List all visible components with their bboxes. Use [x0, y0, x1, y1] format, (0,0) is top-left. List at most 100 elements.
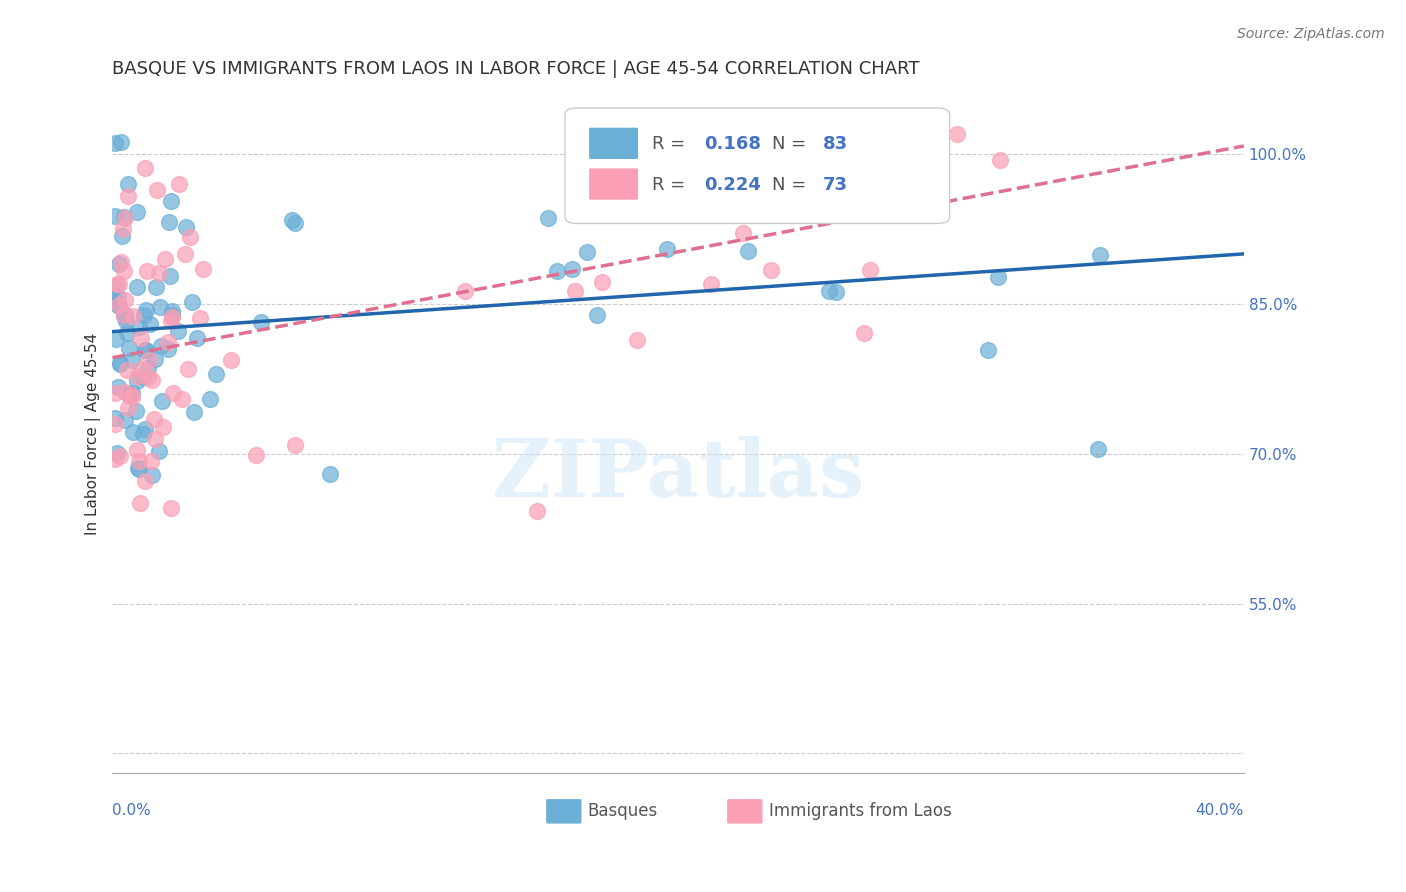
Point: [134, 474, 156, 488]
Point: [105, 445, 128, 459]
Point: [454, 284, 477, 298]
Point: [136, 264, 159, 278]
Point: [170, 392, 193, 406]
Text: 0.0%: 0.0%: [112, 803, 152, 818]
Point: [141, 467, 163, 482]
Point: [132, 308, 155, 322]
Point: [134, 343, 156, 357]
Point: [737, 244, 759, 259]
Point: [122, 425, 145, 439]
Point: [125, 443, 148, 458]
Point: [167, 324, 190, 338]
Point: [112, 264, 135, 278]
Text: R =: R =: [652, 135, 692, 153]
Point: [128, 462, 150, 476]
Point: [186, 331, 208, 345]
Point: [1087, 442, 1109, 456]
Point: [104, 386, 127, 401]
Text: BASQUE VS IMMIGRANTS FROM LAOS IN LABOR FORCE | AGE 45-54 CORRELATION CHART: BASQUE VS IMMIGRANTS FROM LAOS IN LABOR …: [112, 60, 920, 78]
Point: [148, 266, 170, 280]
Point: [143, 351, 166, 366]
Point: [149, 300, 172, 314]
Point: [853, 181, 876, 195]
Point: [127, 369, 149, 384]
Point: [626, 333, 648, 347]
Point: [112, 210, 135, 224]
Point: [107, 257, 129, 271]
Text: Immigrants from Laos: Immigrants from Laos: [769, 802, 952, 820]
Point: [125, 404, 148, 418]
Point: [162, 386, 184, 401]
Point: [107, 299, 129, 313]
Point: [152, 420, 174, 434]
Point: [108, 450, 131, 464]
Point: [564, 285, 586, 299]
Point: [636, 129, 658, 144]
Point: [117, 401, 139, 415]
Point: [114, 413, 136, 427]
Point: [108, 356, 131, 370]
Text: Basques: Basques: [588, 802, 658, 820]
Point: [114, 211, 136, 226]
Point: [245, 448, 267, 462]
Point: [156, 335, 179, 350]
Point: [174, 219, 197, 234]
Point: [655, 242, 678, 256]
Point: [108, 357, 131, 371]
FancyBboxPatch shape: [591, 169, 637, 199]
Point: [160, 310, 183, 324]
Point: [141, 454, 163, 468]
Point: [162, 309, 184, 323]
Point: [180, 295, 202, 310]
Point: [183, 405, 205, 419]
Point: [988, 153, 1011, 167]
Point: [169, 177, 191, 191]
Point: [159, 501, 181, 516]
Point: [586, 308, 609, 322]
Point: [139, 318, 162, 332]
Text: R =: R =: [652, 176, 692, 194]
Point: [108, 277, 131, 291]
Text: ZIPatlas: ZIPatlas: [492, 435, 865, 514]
Point: [136, 361, 159, 376]
Point: [117, 189, 139, 203]
Point: [733, 226, 755, 240]
Point: [110, 135, 132, 149]
Point: [104, 297, 127, 311]
Point: [160, 304, 183, 318]
Point: [118, 341, 141, 355]
Point: [136, 369, 159, 384]
Point: [114, 385, 136, 400]
Point: [121, 353, 143, 368]
Point: [546, 264, 568, 278]
Point: [128, 496, 150, 510]
Point: [104, 279, 127, 293]
Point: [112, 222, 135, 236]
Point: [190, 311, 212, 326]
Point: [128, 320, 150, 334]
Text: N =: N =: [772, 176, 813, 194]
Point: [122, 309, 145, 323]
Point: [146, 183, 169, 197]
Point: [1088, 247, 1111, 261]
Point: [141, 372, 163, 386]
Point: [104, 451, 127, 466]
Point: [118, 388, 141, 402]
Point: [104, 294, 127, 309]
Point: [117, 177, 139, 191]
Point: [700, 277, 723, 292]
Point: [817, 284, 839, 298]
Point: [796, 144, 818, 158]
Point: [131, 370, 153, 384]
Point: [200, 392, 222, 407]
Text: 40.0%: 40.0%: [1195, 803, 1244, 818]
Point: [129, 361, 152, 376]
Point: [977, 343, 1000, 358]
Point: [723, 179, 745, 194]
Point: [859, 263, 882, 277]
Point: [111, 228, 134, 243]
Point: [120, 388, 142, 402]
Point: [281, 213, 304, 227]
Point: [143, 432, 166, 446]
Point: [125, 280, 148, 294]
